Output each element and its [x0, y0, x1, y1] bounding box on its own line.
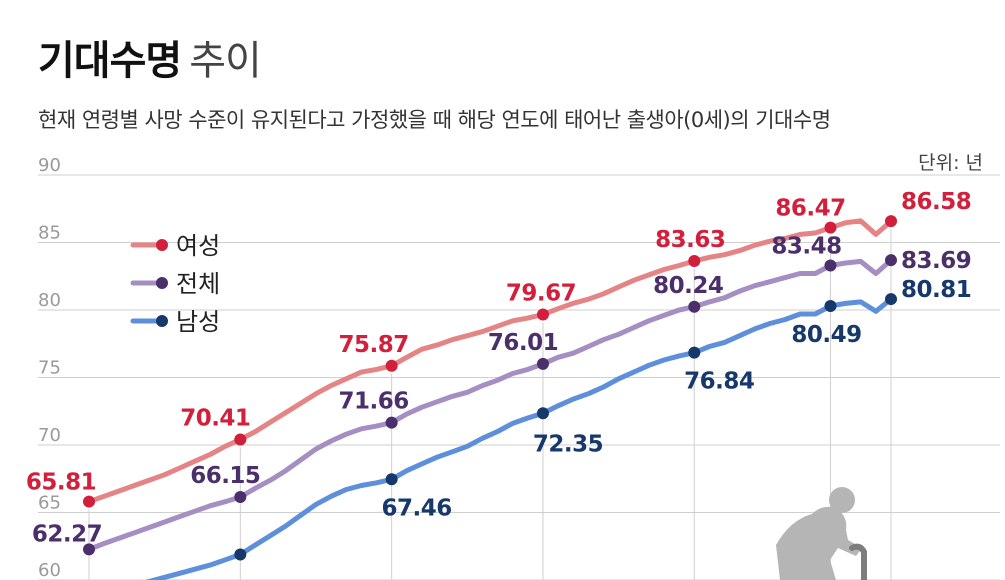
point-total-2023: [885, 254, 897, 267]
value-label-male-2010: 76.84: [684, 369, 754, 395]
legend-dot-total: [156, 277, 168, 289]
y-tick-65: 65: [38, 493, 61, 514]
elderly-head-icon: [829, 487, 855, 513]
value-label-total-1990: 71.66: [339, 389, 409, 415]
y-tick-75: 75: [38, 358, 61, 379]
value-label-total-2023: 83.69: [901, 248, 971, 274]
series-line-total: [86, 257, 894, 552]
chart-subtitle: 현재 연령별 사망 수준이 유지된다고 가정했을 때 해당 연도에 태어난 출생…: [38, 108, 831, 132]
value-label-male-2000: 72.35: [533, 431, 603, 457]
point-male-2010: [688, 346, 701, 359]
point-female-2000: [536, 308, 549, 321]
point-total-1990: [385, 416, 398, 429]
point-female-1990: [385, 359, 398, 372]
series-line-female: [86, 218, 894, 505]
y-tick-90: 90: [38, 155, 61, 176]
value-label-female-2000: 79.67: [506, 280, 576, 306]
value-label-total-2019: 83.48: [771, 233, 841, 259]
walking-cane-icon: [849, 543, 867, 580]
elderly-person-illustration: [776, 487, 867, 580]
y-tick-85: 85: [38, 223, 61, 244]
value-labels: 65.81 70.41 75.87 79.67 83.63 86.47 86.58 62.27…: [26, 189, 972, 547]
value-label-female-2019: 86.47: [775, 196, 845, 222]
point-male-2019: [824, 299, 837, 312]
year-marker-lines: [88, 229, 892, 580]
point-female-2010: [688, 254, 701, 267]
point-female-2019: [824, 221, 837, 234]
value-label-male-1990: 67.46: [382, 495, 452, 521]
value-label-total-1970: 62.27: [32, 521, 102, 547]
point-male-2023: [885, 293, 897, 306]
elderly-person-icon: [776, 506, 862, 580]
value-label-female-2023: 86.58: [901, 189, 971, 215]
series-markers: [83, 215, 897, 561]
value-label-total-1980: 66.15: [190, 463, 260, 489]
point-total-2010: [688, 300, 701, 313]
point-female-1970: [83, 495, 95, 508]
unit-label: 단위: 년: [918, 152, 983, 174]
y-tick-60: 60: [38, 560, 61, 580]
legend-label-male: 남성: [176, 308, 220, 336]
value-label-total-2010: 80.24: [653, 273, 723, 299]
y-axis-ticks: 60 65 70 75 80 85 90: [38, 155, 61, 580]
legend-dot-female: [156, 239, 168, 251]
value-label-male-2023: 80.81: [901, 277, 971, 303]
title-bold: 기대수명: [38, 38, 182, 84]
legend-dot-male: [156, 315, 168, 327]
point-male-1990: [385, 473, 398, 486]
point-total-1970: [83, 543, 95, 556]
point-total-2000: [536, 357, 549, 370]
page-title: 기대수명 추이: [38, 28, 262, 86]
series-lines: [86, 218, 894, 580]
value-label-total-2000: 76.01: [488, 330, 558, 356]
point-female-2023: [885, 215, 897, 228]
y-tick-70: 70: [38, 425, 61, 446]
grid-lines: [38, 174, 1000, 580]
legend-label-total: 전체: [176, 270, 220, 298]
value-label-female-1980: 70.41: [180, 405, 250, 431]
value-label-male-2019: 80.49: [791, 322, 861, 348]
point-female-1980: [234, 433, 247, 446]
value-label-female-2010: 83.63: [655, 227, 725, 253]
legend-label-female: 여성: [176, 232, 220, 260]
title-light: 추이: [189, 38, 262, 84]
point-total-1980: [234, 490, 247, 503]
point-male-2000: [536, 407, 549, 420]
y-tick-80: 80: [38, 290, 61, 311]
value-label-female-1990: 75.87: [339, 332, 409, 358]
point-total-2019: [824, 259, 837, 272]
series-line-male: [145, 296, 894, 580]
point-male-1980: [234, 548, 247, 561]
value-label-female-1970: 65.81: [26, 470, 96, 496]
